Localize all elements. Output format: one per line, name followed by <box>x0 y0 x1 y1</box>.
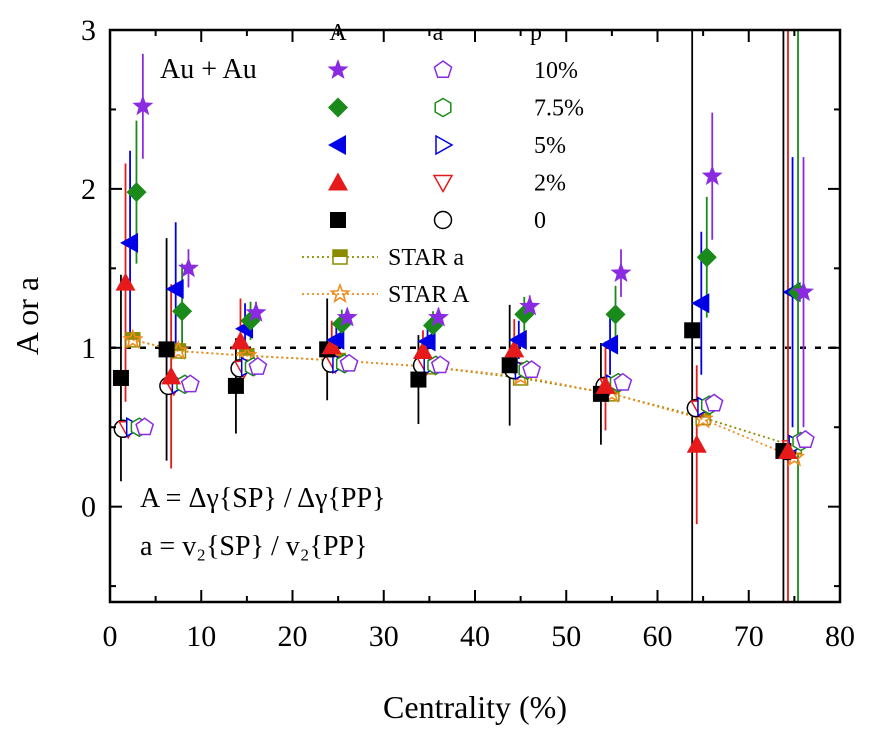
point-a-p-10% <box>248 356 268 375</box>
point-a-p-10% <box>795 429 815 448</box>
point-A-p-7.5% <box>696 247 717 268</box>
legend-marker-A <box>328 172 348 191</box>
formula-a-label: a = v₂{SP} / v₂{PP} <box>140 531 368 562</box>
point-a-p-10% <box>522 360 541 379</box>
legend-star-marker <box>332 249 348 265</box>
point-a-p-10% <box>613 372 633 391</box>
y-tick-label: 3 <box>81 14 96 47</box>
legend-star-marker-fill <box>333 250 347 257</box>
point-A-p-10% <box>336 306 358 327</box>
legend-label-p: 5% <box>534 133 566 159</box>
legend-marker-A <box>330 212 346 228</box>
legend-label-p: 10% <box>534 58 578 84</box>
star-a-point-fill <box>696 410 711 418</box>
point-A-p-5% <box>165 278 184 299</box>
point-A-p-5% <box>691 293 710 314</box>
x-tick-label: 40 <box>460 620 490 653</box>
axis-ticks: 0 10 20 30 40 50 60 70 80 0 1 2 3 <box>81 14 855 653</box>
y-tick-label: 0 <box>81 491 96 524</box>
x-tick-label: 30 <box>369 620 399 653</box>
point-A-p-5% <box>508 329 527 350</box>
point-A-p-2% <box>686 434 707 453</box>
formula-A-label: A = Δγ{SP} / Δγ{PP} <box>140 483 386 514</box>
x-tick-label: 60 <box>643 620 673 653</box>
star-A-point <box>122 328 144 349</box>
point-A-p-10% <box>428 306 449 327</box>
point-A-p-7.5% <box>126 182 147 203</box>
point-A-p-0 <box>112 369 129 386</box>
legend-header-p: p <box>530 20 542 46</box>
y-tick-label: 1 <box>81 332 96 365</box>
plot-frame <box>108 28 842 604</box>
point-a-p-10% <box>180 374 200 393</box>
point-a-p-10% <box>339 353 359 372</box>
star-A-line <box>132 338 795 459</box>
legend-label-p: 2% <box>534 171 566 197</box>
point-A-p-0 <box>684 322 701 339</box>
point-A-p-0 <box>501 357 518 374</box>
point-a-p-10% <box>135 417 155 436</box>
point-A-p-2% <box>504 339 525 358</box>
point-A-p-5% <box>326 329 345 350</box>
legend-marker-a <box>433 60 453 79</box>
legend-label-p: 0 <box>534 208 546 234</box>
star-a-point-fill <box>125 332 140 340</box>
legend-header-A: A <box>329 20 347 46</box>
x-tick-label: 20 <box>278 620 308 653</box>
point-A-p-0 <box>158 341 175 358</box>
point-A-p-10% <box>793 281 814 302</box>
point-A-p-0 <box>410 371 427 388</box>
point-A-p-10% <box>178 257 199 278</box>
point-A-p-10% <box>610 262 632 282</box>
point-A-p-5% <box>120 232 139 253</box>
legend-star-label: STAR a <box>388 245 464 271</box>
point-a-p-10% <box>704 393 724 412</box>
y-axis-title: A or a <box>9 277 45 355</box>
collision-system-label: Au + Au <box>160 54 257 85</box>
point-A-p-0 <box>227 377 244 394</box>
star-a-line <box>132 338 795 448</box>
point-a-p-10% <box>430 355 450 374</box>
legend-header-a: a <box>433 20 444 46</box>
point-A-p-2% <box>412 340 433 359</box>
point-A-p-7.5% <box>172 301 193 322</box>
point-A-p-2% <box>777 441 798 460</box>
x-axis-title: Centrality (%) <box>383 689 567 725</box>
point-A-p-2% <box>115 272 136 291</box>
point-A-p-10% <box>701 165 723 186</box>
y-tick-label: 2 <box>81 173 96 206</box>
legend-marker-a <box>432 174 454 194</box>
point-A-p-10% <box>245 301 267 322</box>
legend-label-p: 7.5% <box>534 96 584 122</box>
legend-star-marker <box>329 282 351 304</box>
x-tick-label: 0 <box>103 620 118 653</box>
x-tick-label: 70 <box>734 620 764 653</box>
x-tick-label: 50 <box>551 620 581 653</box>
legend-marker-a <box>435 134 454 156</box>
x-tick-label: 10 <box>186 620 216 653</box>
point-A-p-7.5% <box>605 304 626 325</box>
legend-marker-a <box>434 97 452 118</box>
point-A-p-2% <box>321 336 342 355</box>
point-A-p-5% <box>600 334 619 355</box>
x-tick-label: 80 <box>825 620 855 653</box>
legend-marker-A <box>328 97 348 118</box>
point-A-p-2% <box>230 331 251 350</box>
legend-marker-a <box>433 210 453 230</box>
star-a-point-fill <box>171 343 186 351</box>
point-A-p-2% <box>161 366 182 385</box>
data-layer <box>110 30 840 602</box>
star-A-point <box>236 344 258 365</box>
point-A-p-10% <box>519 295 541 316</box>
point-A-p-5% <box>417 331 436 352</box>
star-a-point-fill <box>239 348 254 356</box>
legend-star-label: STAR A <box>388 282 470 308</box>
point-A-p-10% <box>132 95 154 116</box>
legend-marker-A <box>328 135 346 155</box>
legend-marker-A <box>327 59 349 79</box>
point-A-p-2% <box>595 375 616 394</box>
